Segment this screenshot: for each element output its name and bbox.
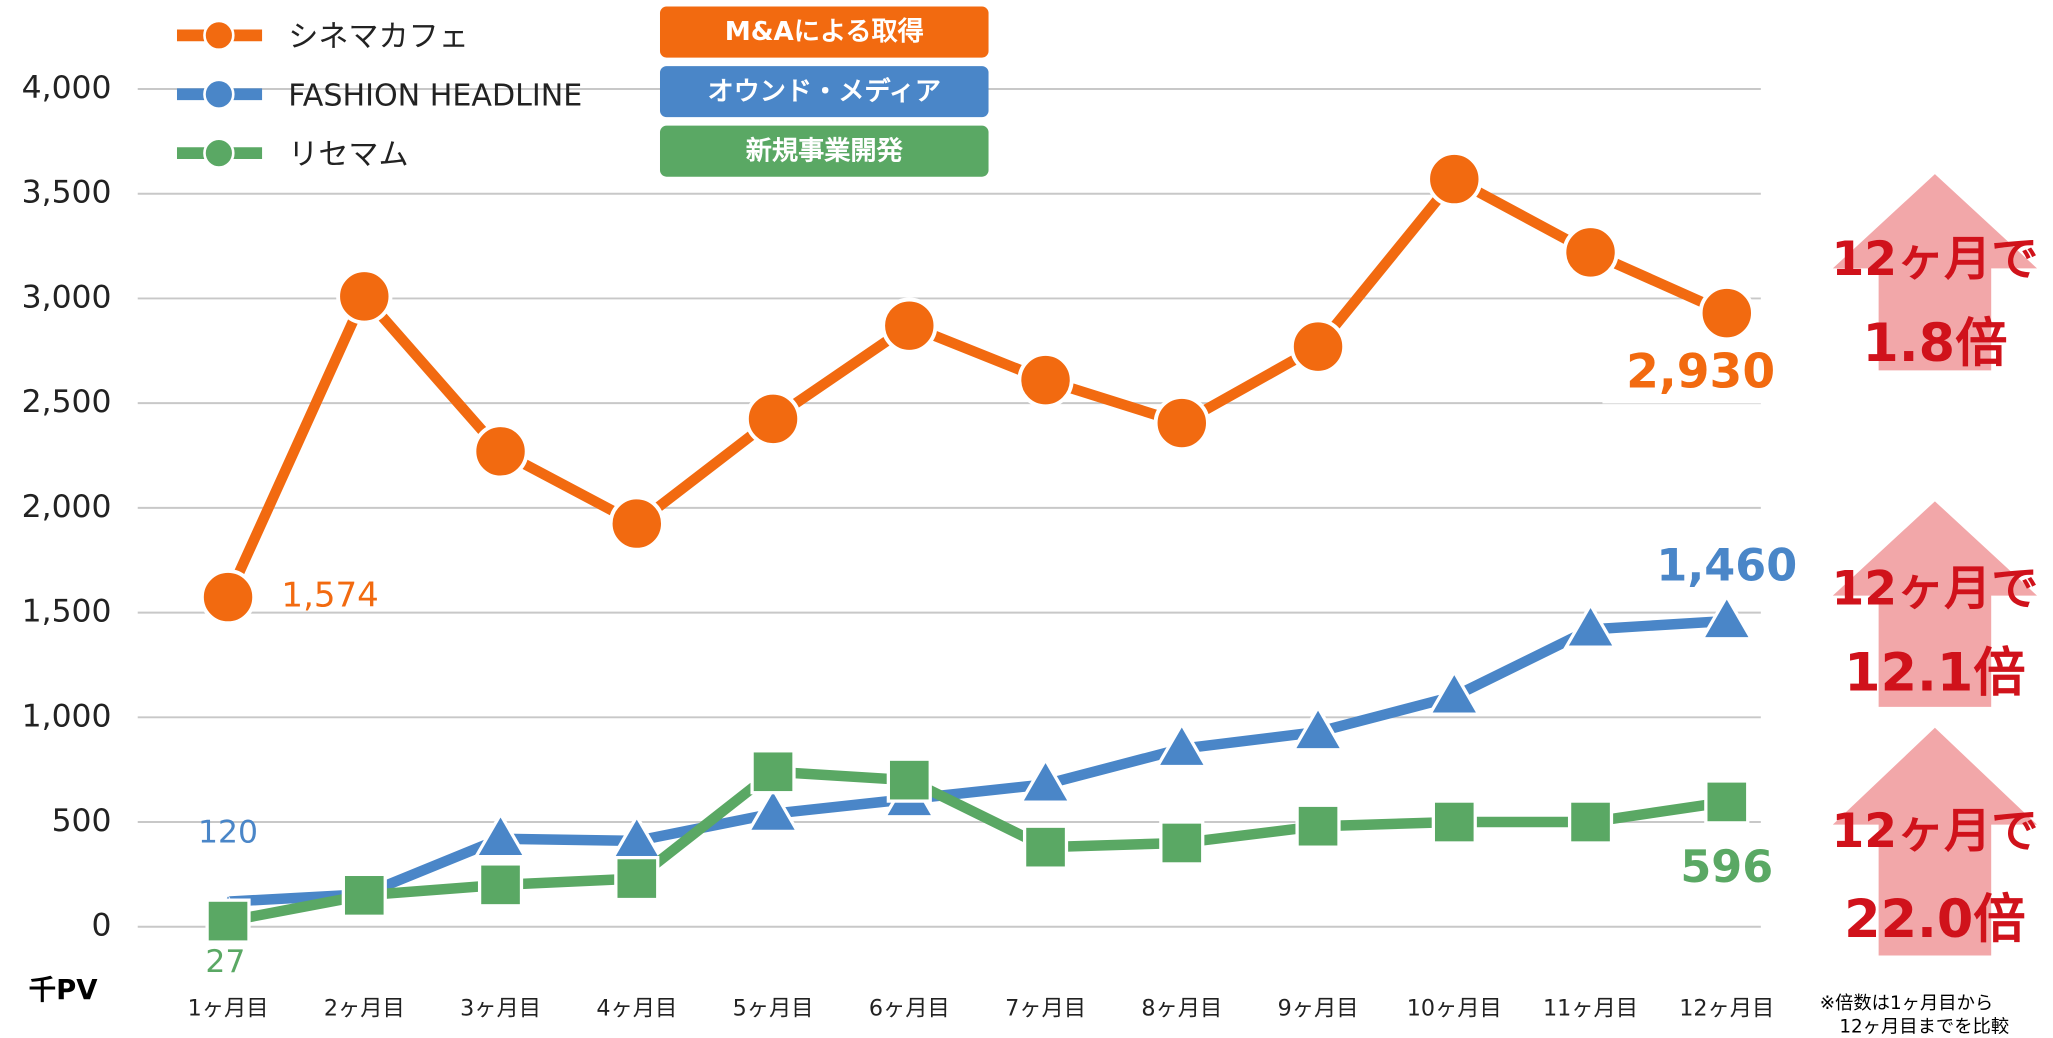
x-tick-label: 5ヶ月目 <box>733 996 814 1022</box>
legend-label: リセマム <box>288 137 408 172</box>
footnote: 12ヶ月目までを比較 <box>1839 1017 2009 1038</box>
tag-label: M&Aによる取得 <box>725 17 924 47</box>
marker <box>1289 318 1347 375</box>
legend-label: FASHION HEADLINE <box>288 78 582 113</box>
marker <box>1018 756 1073 804</box>
marker <box>1567 799 1614 845</box>
legend-marker <box>203 137 235 169</box>
legend-marker <box>203 19 235 52</box>
marker <box>1699 593 1755 641</box>
series-line <box>223 173 1729 600</box>
y-tick-label: 3,500 <box>22 175 112 211</box>
marker <box>1017 351 1074 409</box>
label-background <box>1602 345 1799 404</box>
marker <box>473 811 528 859</box>
data-label: 120 <box>198 815 258 851</box>
x-tick-label: 11ヶ月目 <box>1543 996 1638 1022</box>
marker <box>1426 668 1482 716</box>
marker <box>1562 224 1619 281</box>
series <box>199 150 1755 626</box>
marker <box>1022 824 1069 870</box>
annotation: 12ヶ月で <box>1831 804 2038 859</box>
annotation: 12ヶ月で <box>1831 232 2038 287</box>
y-tick-label: 2,000 <box>22 489 112 525</box>
data-label: 1,574 <box>281 576 378 616</box>
marker <box>1295 803 1341 849</box>
data-label: 27 <box>205 944 245 980</box>
data-label: 1,460 <box>1656 541 1797 592</box>
marker <box>1426 150 1483 208</box>
marker <box>1704 779 1750 825</box>
x-tick-label: 2ヶ月目 <box>324 996 405 1022</box>
marker <box>1698 284 1755 342</box>
y-tick-label: 500 <box>52 803 112 839</box>
data-label: 2,930 <box>1626 345 1775 400</box>
y-tick-label: 2,500 <box>22 384 112 420</box>
marker <box>1154 720 1210 769</box>
marker <box>886 757 932 803</box>
x-tick-label: 7ヶ月目 <box>1005 996 1086 1022</box>
marker <box>1431 799 1477 845</box>
x-tick-label: 4ヶ月目 <box>596 996 677 1022</box>
tag-box <box>659 6 989 58</box>
x-tick-label: 1ヶ月目 <box>188 996 269 1022</box>
annotation: 12ヶ月で <box>1831 562 2038 617</box>
y-tick-label: 3,000 <box>22 279 112 315</box>
x-tick-label: 6ヶ月目 <box>869 996 950 1022</box>
series-line <box>227 766 1728 927</box>
arrows <box>1832 174 2038 956</box>
series <box>205 749 1750 944</box>
y-axis-label: 千PV <box>29 974 99 1006</box>
tag-label: 新規事業開発 <box>746 135 904 166</box>
legend-marker <box>203 78 235 110</box>
annotation: 1.8倍 <box>1862 313 2007 374</box>
data-label: 596 <box>1680 842 1773 893</box>
marker <box>205 898 251 944</box>
marker <box>1290 704 1346 752</box>
series <box>221 593 1755 914</box>
marker <box>745 785 801 834</box>
series-line <box>227 615 1728 907</box>
marker <box>608 495 665 552</box>
marker <box>881 297 938 354</box>
x-tick-label: 8ヶ月目 <box>1141 996 1222 1022</box>
x-tick-label: 9ヶ月目 <box>1278 996 1359 1022</box>
y-tick-label: 0 <box>92 908 112 944</box>
annotation: 22.0倍 <box>1844 889 2026 950</box>
y-tick-label: 1,000 <box>22 698 112 734</box>
marker <box>341 872 387 918</box>
marker <box>744 390 802 448</box>
marker <box>477 862 524 908</box>
marker <box>199 568 257 626</box>
y-tick-label: 1,500 <box>22 594 112 630</box>
tag-box <box>659 125 989 177</box>
y-tick-label: 4,000 <box>22 70 112 106</box>
marker <box>336 268 393 325</box>
x-tick-label: 3ヶ月目 <box>460 996 541 1022</box>
footnote: ※倍数は1ヶ月目から <box>1820 993 1994 1014</box>
legend-label: シネマカフェ <box>288 19 469 54</box>
tag-box <box>659 66 989 118</box>
annotation: 12.1倍 <box>1844 643 2026 704</box>
marker <box>1153 394 1210 452</box>
tag-label: オウンド・メディア <box>707 76 941 107</box>
marker <box>1159 820 1205 866</box>
marker <box>750 749 796 795</box>
x-tick-label: 10ヶ月目 <box>1407 996 1502 1022</box>
x-tick-label: 12ヶ月目 <box>1679 996 1774 1022</box>
marker <box>614 855 660 902</box>
marker <box>1563 601 1618 649</box>
marker <box>472 423 529 480</box>
